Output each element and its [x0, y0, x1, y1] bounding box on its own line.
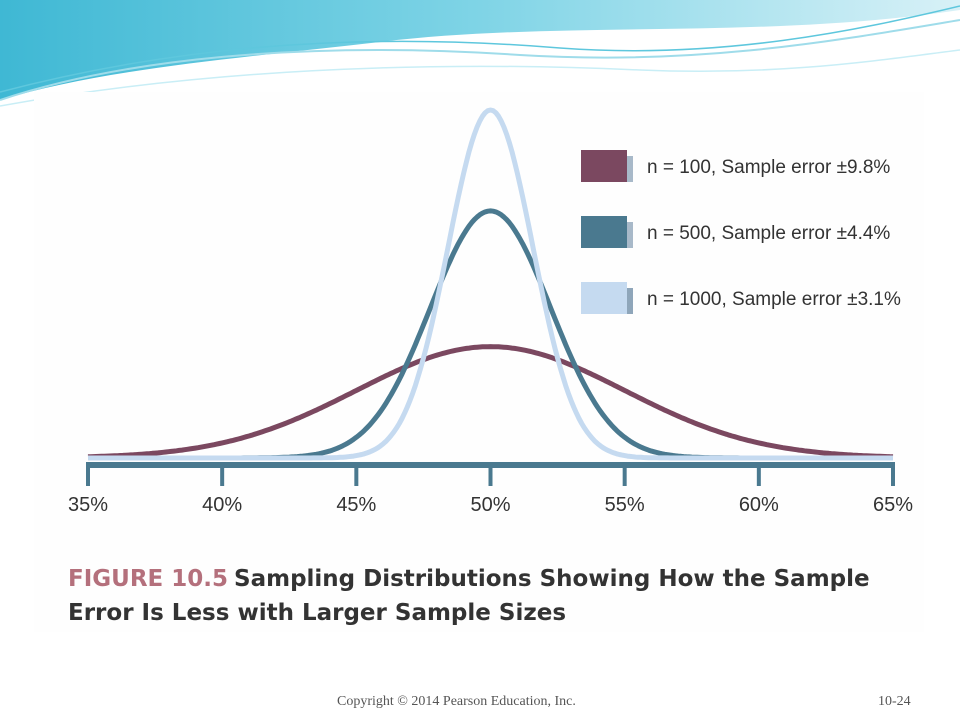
x-tick [891, 462, 895, 486]
x-tick [86, 462, 90, 486]
distribution-curves [87, 107, 894, 461]
x-tick [756, 462, 761, 486]
x-tick-label: 35% [68, 494, 108, 516]
curve-series-1 [88, 208, 893, 461]
x-tick-label: 50% [470, 494, 510, 516]
sampling-distribution-chart: 35% 40% 45% 50% 55% 60% 65% n = 100, Sample er… [68, 107, 913, 516]
legend: n = 100, Sample error ±9.8% n = 500, Samp… [581, 150, 901, 314]
x-tick-label: 40% [202, 494, 242, 516]
legend-swatch [581, 282, 627, 314]
legend-swatch [581, 150, 627, 182]
x-tick [354, 462, 359, 486]
legend-swatch-edge [627, 222, 633, 248]
legend-label: n = 100, Sample error ±9.8% [647, 157, 890, 178]
x-tick-label: 65% [873, 494, 913, 516]
footer-page-number: 10-24 [878, 694, 911, 709]
legend-label: n = 1000, Sample error ±3.1% [647, 289, 901, 310]
curve-series-2 [88, 107, 893, 461]
legend-swatch-edge [627, 288, 633, 314]
x-tick-label: 45% [336, 494, 376, 516]
legend-label: n = 500, Sample error ±4.4% [647, 223, 890, 244]
x-tick-label: 55% [605, 494, 645, 516]
curve-series-0 [87, 344, 894, 460]
x-tick-label: 60% [739, 494, 779, 516]
figure-caption: FIGURE 10.5 Sampling Distributions Showin… [68, 562, 928, 630]
legend-swatch-edge [627, 156, 633, 182]
footer-copyright: Copyright © 2014 Pearson Education, Inc. [337, 694, 576, 709]
x-tick [488, 462, 493, 486]
figure-title: Sampling Distributions Showing How the S… [68, 566, 870, 626]
x-tick [220, 462, 225, 486]
x-axis: 35% 40% 45% 50% 55% 60% 65% [68, 462, 913, 516]
header-wave-decoration [0, 0, 960, 107]
figure-number: FIGURE 10.5 [68, 566, 229, 592]
legend-swatch [581, 216, 627, 248]
x-tick [622, 462, 627, 486]
chart-panel: 35% 40% 45% 50% 55% 60% 65% n = 100, Sample er… [34, 92, 924, 632]
